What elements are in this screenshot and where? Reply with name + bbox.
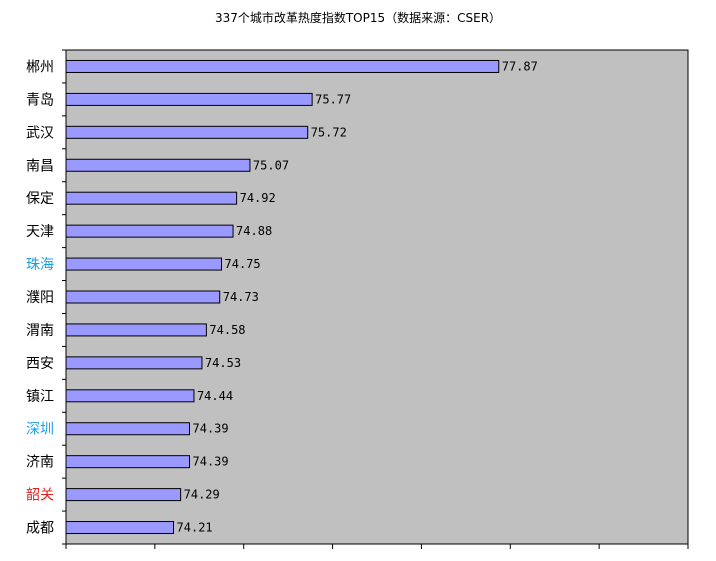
bar [65,488,182,502]
bar-value-label: 74.92 [240,191,276,205]
bars [65,59,500,535]
bar [65,257,222,271]
bar [65,290,221,304]
category-label: 深圳 [26,422,54,438]
bar [65,191,238,205]
bar [65,92,313,106]
bar-value-label: 74.44 [197,389,233,403]
bar-value-label: 77.87 [502,59,538,73]
bar [65,455,191,469]
bar [65,422,191,436]
category-label: 济南 [26,455,54,471]
bar [65,59,500,73]
bar-value-label: 74.75 [225,257,261,271]
bar-value-label: 74.73 [223,290,259,304]
bar [65,158,251,172]
bar-value-label: 74.21 [177,521,213,535]
bar-value-label: 74.39 [193,422,229,436]
value-labels: 77.87 75.77 75.72 75.07 74.92 74.88 74.75 74.73… [177,59,538,534]
category-label: 西安 [26,356,54,372]
y-axis-ticks [62,49,66,545]
bar-value-label: 75.72 [311,125,347,139]
bar-value-label: 75.07 [253,158,289,172]
category-label: 渭南 [26,323,54,339]
category-label: 武汉 [26,125,54,141]
bar [65,389,195,403]
category-label: 郴州 [26,59,54,75]
chart-title: 337个城市改革热度指数TOP15（数据来源：CSER） [215,10,501,25]
category-label: 濮阳 [26,290,54,306]
bar [65,224,234,238]
category-label: 青岛 [26,92,54,108]
bar-value-label: 74.53 [205,356,241,370]
bar [65,356,203,370]
category-label: 南昌 [26,158,54,174]
x-axis-ticks [65,544,689,549]
category-label: 镇江 [26,389,54,405]
bar [65,323,207,337]
bar [65,521,175,535]
category-label: 成都 [26,521,54,537]
bar-value-label: 74.29 [184,488,220,502]
category-label: 保定 [26,191,54,207]
bar [65,125,309,139]
category-label: 珠海 [26,257,54,273]
category-label: 天津 [26,224,54,240]
bar-value-label: 74.88 [236,224,272,238]
category-label: 韶关 [26,488,54,504]
bar-value-label: 75.77 [315,92,351,106]
bar-value-label: 74.39 [193,455,229,469]
bar-value-label: 74.58 [209,323,245,337]
